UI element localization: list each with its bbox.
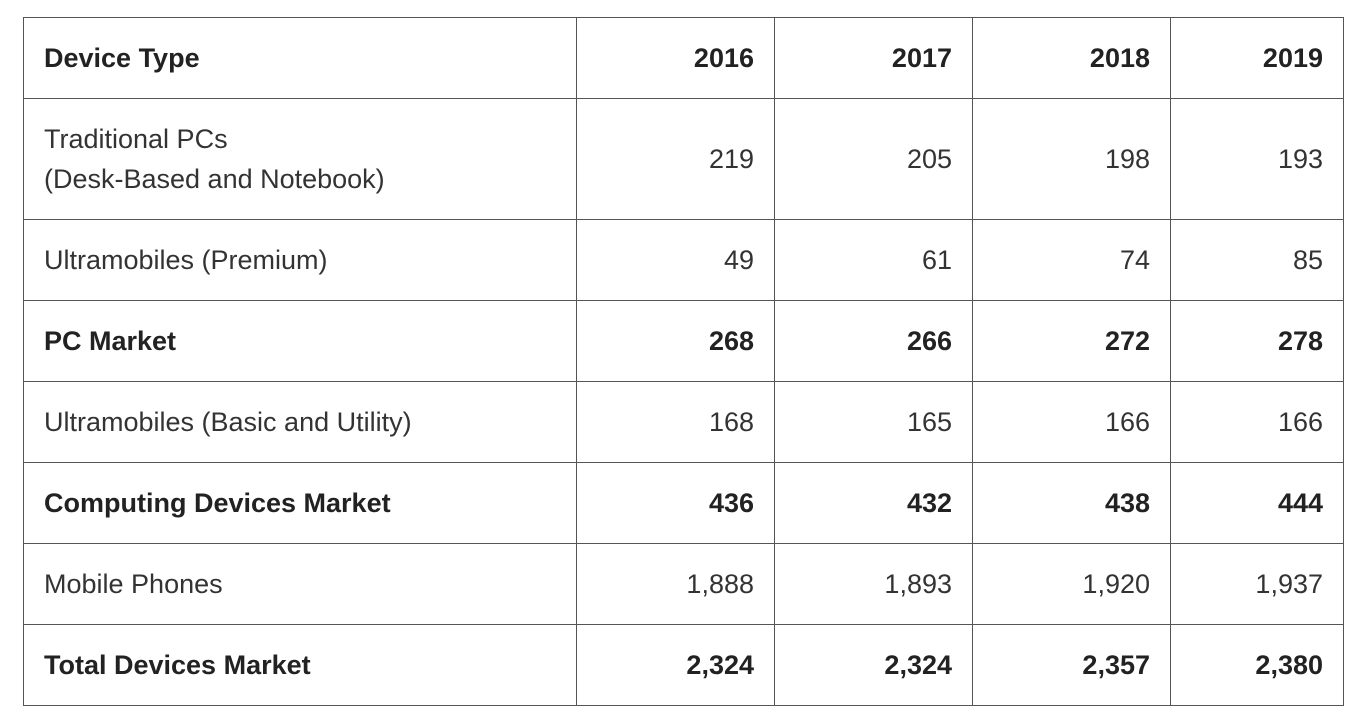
header-2018: 2018 xyxy=(972,17,1171,99)
row-label: Computing Devices Market xyxy=(23,462,577,544)
cell-value: 2,324 xyxy=(576,624,775,706)
table-row-total: Computing Devices Market 436 432 438 444 xyxy=(23,462,1344,544)
cell-value: 168 xyxy=(576,381,775,463)
row-label: Traditional PCs (Desk-Based and Notebook… xyxy=(23,98,577,220)
cell-value: 85 xyxy=(1170,219,1344,301)
row-label-line: Traditional PCs xyxy=(44,124,228,154)
table-row: Traditional PCs (Desk-Based and Notebook… xyxy=(23,98,1344,220)
table-header-row: Device Type 2016 2017 2018 2019 xyxy=(23,17,1344,99)
cell-value: 1,888 xyxy=(576,543,775,625)
cell-value: 1,937 xyxy=(1170,543,1344,625)
cell-value: 2,324 xyxy=(774,624,973,706)
cell-value: 166 xyxy=(1170,381,1344,463)
row-label: Ultramobiles (Basic and Utility) xyxy=(23,381,577,463)
table-row-total: Total Devices Market 2,324 2,324 2,357 2… xyxy=(23,624,1344,706)
cell-value: 49 xyxy=(576,219,775,301)
cell-value: 193 xyxy=(1170,98,1344,220)
cell-value: 268 xyxy=(576,300,775,382)
row-label: Mobile Phones xyxy=(23,543,577,625)
header-2016: 2016 xyxy=(576,17,775,99)
row-label: Ultramobiles (Premium) xyxy=(23,219,577,301)
header-2017: 2017 xyxy=(774,17,973,99)
cell-value: 61 xyxy=(774,219,973,301)
table-row: Ultramobiles (Basic and Utility) 168 165… xyxy=(23,381,1344,463)
table-row: Mobile Phones 1,888 1,893 1,920 1,937 xyxy=(23,543,1344,625)
cell-value: 205 xyxy=(774,98,973,220)
table-row-total: PC Market 268 266 272 278 xyxy=(23,300,1344,382)
cell-value: 165 xyxy=(774,381,973,463)
cell-value: 219 xyxy=(576,98,775,220)
cell-value: 1,920 xyxy=(972,543,1171,625)
cell-value: 2,380 xyxy=(1170,624,1344,706)
cell-value: 2,357 xyxy=(972,624,1171,706)
cell-value: 198 xyxy=(972,98,1171,220)
device-shipments-table-container: Device Type 2016 2017 2018 2019 Traditio… xyxy=(23,17,1344,706)
cell-value: 438 xyxy=(972,462,1171,544)
row-label: PC Market xyxy=(23,300,577,382)
cell-value: 444 xyxy=(1170,462,1344,544)
cell-value: 166 xyxy=(972,381,1171,463)
cell-value: 432 xyxy=(774,462,973,544)
cell-value: 266 xyxy=(774,300,973,382)
cell-value: 1,893 xyxy=(774,543,973,625)
cell-value: 436 xyxy=(576,462,775,544)
cell-value: 278 xyxy=(1170,300,1344,382)
row-label-line: (Desk-Based and Notebook) xyxy=(44,164,385,194)
row-label: Total Devices Market xyxy=(23,624,577,706)
header-device-type: Device Type xyxy=(23,17,577,99)
header-2019: 2019 xyxy=(1170,17,1344,99)
cell-value: 74 xyxy=(972,219,1171,301)
device-shipments-table: Device Type 2016 2017 2018 2019 Traditio… xyxy=(23,17,1344,706)
cell-value: 272 xyxy=(972,300,1171,382)
table-row: Ultramobiles (Premium) 49 61 74 85 xyxy=(23,219,1344,301)
